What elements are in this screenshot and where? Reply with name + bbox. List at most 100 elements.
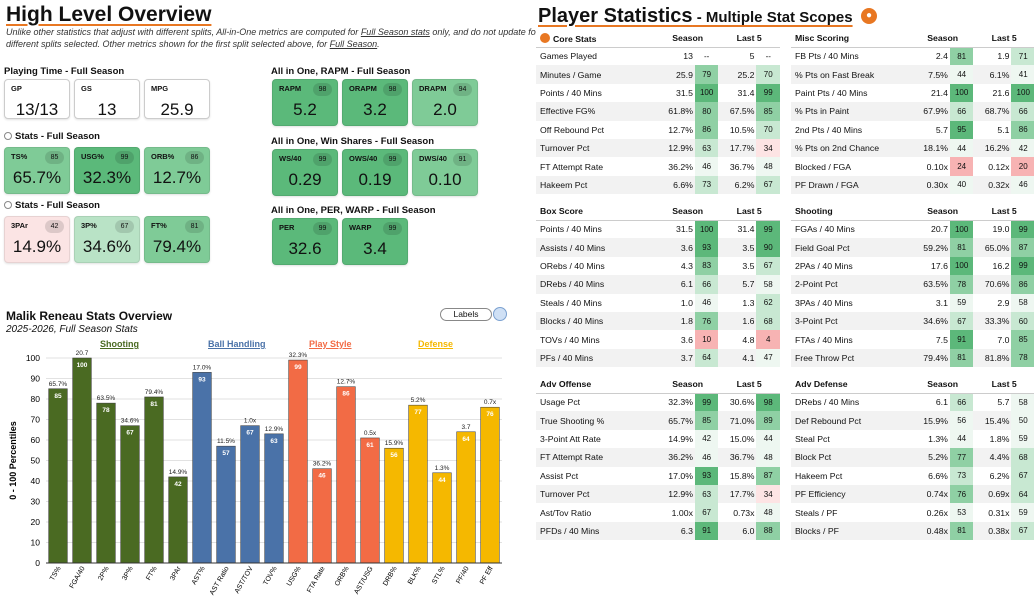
stat-name: Steals / 40 Mins: [540, 297, 602, 308]
stat-name: % Pts on Fast Break: [791, 65, 912, 84]
labels-button[interactable]: Labels: [440, 308, 492, 321]
season-percentile: 67: [694, 503, 719, 522]
season-percentile: 44: [949, 429, 974, 449]
card-label: GP: [11, 84, 22, 93]
last5-percentile: 87: [1011, 238, 1034, 257]
table-row: FTAs / 40 Mins 7.5 91 7.0 85: [791, 330, 1034, 349]
last5-value: 67.5%: [718, 102, 757, 121]
x-category-label: 3PAr: [169, 565, 183, 582]
table-row: Ast/Tov Ratio 1.00x 67 0.73x 48: [536, 503, 780, 522]
stat-name: Off Rebound Pct: [540, 124, 605, 135]
card-value: 5.2: [293, 100, 317, 119]
stat-card-ft-: FT% 79.4% 81: [144, 216, 210, 263]
last5-percentile: 85: [1011, 330, 1034, 349]
stat-name: DRebs / 40 Mins: [795, 397, 860, 408]
bar-data-label: 12.7%: [337, 379, 356, 386]
last5-value: 30.6%: [729, 397, 755, 408]
table-row: 2PAs / 40 Mins 17.6 100 16.2 99: [791, 256, 1034, 276]
card-value: 3.2: [363, 100, 387, 119]
last5-percentile: 99: [1011, 220, 1034, 239]
season-value: 2.4: [935, 51, 948, 62]
last5-percentile: 67: [1011, 466, 1034, 485]
bar-value-label: 63: [270, 438, 278, 445]
table-row: Field Goal Pct 59.2% 81 65.0% 87: [791, 238, 1034, 257]
stat-name: Turnover Pct: [536, 138, 657, 158]
season-percentile: 80: [694, 102, 719, 121]
table-row: PF Drawn / FGA 0.30x 40 0.32x 46: [791, 175, 1034, 195]
season-percentile: 93: [694, 466, 719, 485]
player-stats-title: Player Statistics - Multiple Stat Scopes: [538, 5, 853, 28]
bar: [480, 406, 500, 564]
season-value: 6.6%: [656, 175, 695, 195]
note-link-full-season-stats[interactable]: Full Season stats: [360, 27, 430, 37]
last5-value: 16.2: [992, 260, 1010, 271]
table-title-text: Adv Offense: [540, 379, 592, 390]
season-value: 14.9%: [668, 433, 693, 444]
stat-name: Blocked / FGA: [795, 161, 852, 172]
season-value: 0.48x: [911, 521, 950, 541]
bar-data-label: 20.7: [76, 350, 89, 357]
playing-time-label: Playing Time - Full Season: [4, 66, 125, 77]
season-percentile: 24: [949, 157, 974, 176]
last5-value: 21.6: [992, 87, 1010, 98]
season-value: 21.4: [931, 87, 948, 98]
card-value: 2.0: [433, 100, 457, 119]
table-row: Turnover Pct 12.9% 63 17.7% 34: [536, 484, 780, 504]
bar-data-label: 79.4%: [145, 389, 164, 396]
season-value: 3.1: [935, 297, 948, 308]
bar-value-label: 86: [342, 391, 350, 398]
table-row: Off Rebound Pct 12.7% 86 10.5% 70: [536, 120, 780, 139]
y-tick-label: 80: [31, 394, 41, 404]
last5-percentile: 90: [756, 238, 780, 257]
bar-data-label: 1.0x: [244, 418, 257, 425]
last5-percentile: 59: [1011, 503, 1034, 522]
table-row: 2nd Pts / 40 Mins 5.7 95 5.1 86: [791, 120, 1034, 139]
table-row: Steal Pct 1.3% 44 1.8% 59: [791, 429, 1034, 449]
card-percentile: 85: [45, 151, 64, 164]
last5-value: 15.8%: [729, 470, 755, 481]
season-percentile: 40: [949, 175, 974, 195]
season-value: 0.26x: [926, 507, 948, 518]
bar: [336, 386, 356, 564]
note-link-full-season[interactable]: Full Season: [329, 39, 378, 49]
season-value: 6.1: [656, 275, 695, 294]
season-value: 20.7: [931, 224, 948, 235]
stat-name: Paint Pts / 40 Mins: [795, 87, 868, 98]
note-text-1: Unlike other statistics that adjust with…: [6, 27, 361, 37]
overview-note: Unlike other statistics that adjust with…: [6, 26, 546, 50]
table-row: Steals / PF 0.26x 53 0.31x 59: [791, 503, 1034, 522]
season-value: 0.74x: [911, 484, 950, 504]
card-value: 13/13: [15, 100, 59, 119]
card-value: 0.29: [288, 170, 322, 189]
season-value: 1.00x: [671, 507, 693, 518]
y-axis-label: 0 - 100 Percentiles: [8, 421, 18, 500]
season-value: 1.8: [656, 311, 695, 331]
last5-value: 3.5: [718, 238, 757, 257]
table-title-text: Shooting: [795, 206, 833, 217]
stat-card-ts-: TS% 65.7% 85: [4, 147, 70, 194]
season-percentile: 86: [694, 120, 719, 139]
y-tick-label: 20: [31, 517, 41, 527]
stat-name: Assist Pct: [540, 470, 579, 481]
bar-value-label: 78: [102, 407, 110, 414]
x-category-label: FT%: [145, 566, 158, 582]
season-percentile: 64: [694, 348, 719, 368]
column-header-last5: Last 5: [973, 30, 1034, 48]
labels-toggle[interactable]: [493, 307, 507, 321]
season-percentile: 81: [949, 238, 974, 257]
stat-name: Free Throw Pct: [791, 348, 912, 368]
y-tick-label: 50: [31, 456, 41, 466]
player-stats-title-text: Player Statistics: [538, 5, 693, 27]
season-percentile: 78: [949, 275, 974, 294]
last5-value: 0.69x: [973, 484, 1012, 504]
last5-percentile: 66: [1011, 102, 1034, 121]
stat-name: Points / 40 Mins: [540, 224, 602, 235]
column-header-season: Season: [656, 376, 719, 394]
radio-icon[interactable]: [4, 201, 12, 209]
stat-card-ws-40: WS/40 0.29 99: [272, 149, 338, 196]
bar-data-label: 5.2%: [411, 397, 426, 404]
radio-icon[interactable]: [4, 132, 12, 140]
bar-data-label: 3.7: [461, 424, 470, 431]
season-value: 1.0: [680, 297, 693, 308]
rapm-label: All in One, RAPM - Full Season: [271, 66, 411, 77]
